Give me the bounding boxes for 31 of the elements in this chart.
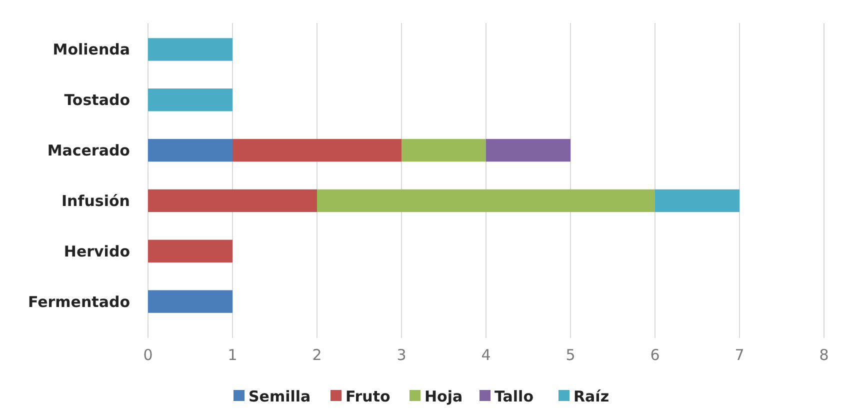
x-tick-label: 2 bbox=[312, 346, 322, 364]
bar bbox=[317, 189, 655, 212]
bar bbox=[655, 189, 740, 212]
bar bbox=[148, 38, 232, 61]
bar bbox=[402, 138, 486, 162]
x-tick-label: 7 bbox=[734, 346, 744, 364]
bar bbox=[148, 240, 232, 262]
bar bbox=[148, 189, 317, 212]
y-tick-label: Fermentado bbox=[28, 292, 130, 311]
x-tick-label: 8 bbox=[819, 346, 829, 364]
legend-label: Semilla bbox=[248, 387, 311, 406]
x-tick-label: 5 bbox=[566, 346, 576, 364]
legend-label: Tallo bbox=[494, 387, 534, 406]
x-tick-label: 6 bbox=[650, 346, 660, 364]
x-tick-label: 0 bbox=[143, 346, 153, 364]
y-tick-label: Macerado bbox=[47, 142, 130, 160]
y-tick-label: Tostado bbox=[64, 91, 130, 110]
bar bbox=[148, 290, 232, 313]
y-tick-label: Infusión bbox=[61, 192, 130, 210]
x-tick-label: 1 bbox=[228, 346, 238, 364]
x-tick-label: 4 bbox=[481, 346, 491, 364]
legend-label: Fruto bbox=[346, 387, 390, 406]
bar bbox=[148, 88, 232, 112]
x-tick-label: 3 bbox=[396, 346, 406, 364]
y-tick-label: Hervido bbox=[64, 242, 130, 260]
legend-label: Hoja bbox=[424, 387, 463, 406]
y-tick-label: Molienda bbox=[52, 40, 130, 59]
bar bbox=[486, 138, 570, 162]
bar bbox=[148, 138, 232, 162]
bar bbox=[232, 138, 402, 162]
legend-label: Raíz bbox=[574, 387, 610, 406]
